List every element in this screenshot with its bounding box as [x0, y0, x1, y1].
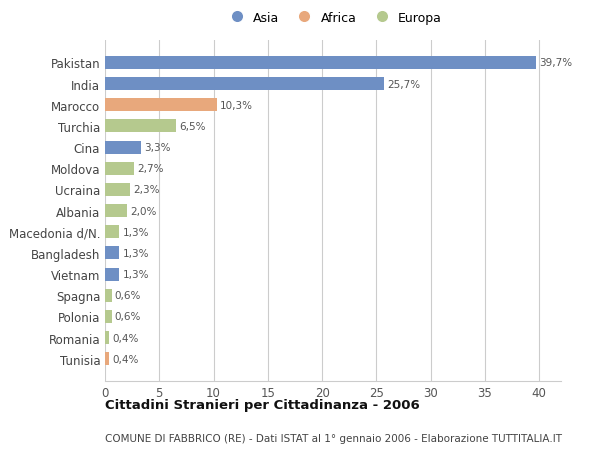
- Bar: [105, 289, 112, 302]
- Text: 2,0%: 2,0%: [130, 206, 157, 216]
- Bar: [105, 57, 536, 70]
- Bar: [105, 141, 141, 154]
- Bar: [105, 268, 119, 281]
- Bar: [105, 226, 119, 239]
- Legend: Asia, Africa, Europa: Asia, Africa, Europa: [220, 7, 446, 30]
- Text: 0,6%: 0,6%: [115, 291, 141, 301]
- Text: 1,3%: 1,3%: [122, 248, 149, 258]
- Bar: [105, 184, 130, 196]
- Bar: [105, 353, 109, 365]
- Text: 25,7%: 25,7%: [387, 79, 421, 90]
- Bar: [105, 205, 127, 218]
- Text: 10,3%: 10,3%: [220, 101, 253, 111]
- Bar: [105, 99, 217, 112]
- Text: 1,3%: 1,3%: [122, 227, 149, 237]
- Text: Cittadini Stranieri per Cittadinanza - 2006: Cittadini Stranieri per Cittadinanza - 2…: [105, 398, 420, 412]
- Bar: [105, 78, 384, 91]
- Bar: [105, 162, 134, 175]
- Text: 0,4%: 0,4%: [113, 333, 139, 343]
- Text: 2,3%: 2,3%: [133, 185, 160, 195]
- Text: 6,5%: 6,5%: [179, 122, 205, 132]
- Bar: [105, 310, 112, 323]
- Text: 0,4%: 0,4%: [113, 354, 139, 364]
- Bar: [105, 247, 119, 260]
- Text: 1,3%: 1,3%: [122, 269, 149, 280]
- Text: COMUNE DI FABBRICO (RE) - Dati ISTAT al 1° gennaio 2006 - Elaborazione TUTTITALI: COMUNE DI FABBRICO (RE) - Dati ISTAT al …: [105, 433, 562, 442]
- Text: 2,7%: 2,7%: [137, 164, 164, 174]
- Text: 3,3%: 3,3%: [144, 143, 170, 153]
- Bar: [105, 331, 109, 344]
- Text: 0,6%: 0,6%: [115, 312, 141, 322]
- Bar: [105, 120, 176, 133]
- Text: 39,7%: 39,7%: [539, 58, 572, 68]
